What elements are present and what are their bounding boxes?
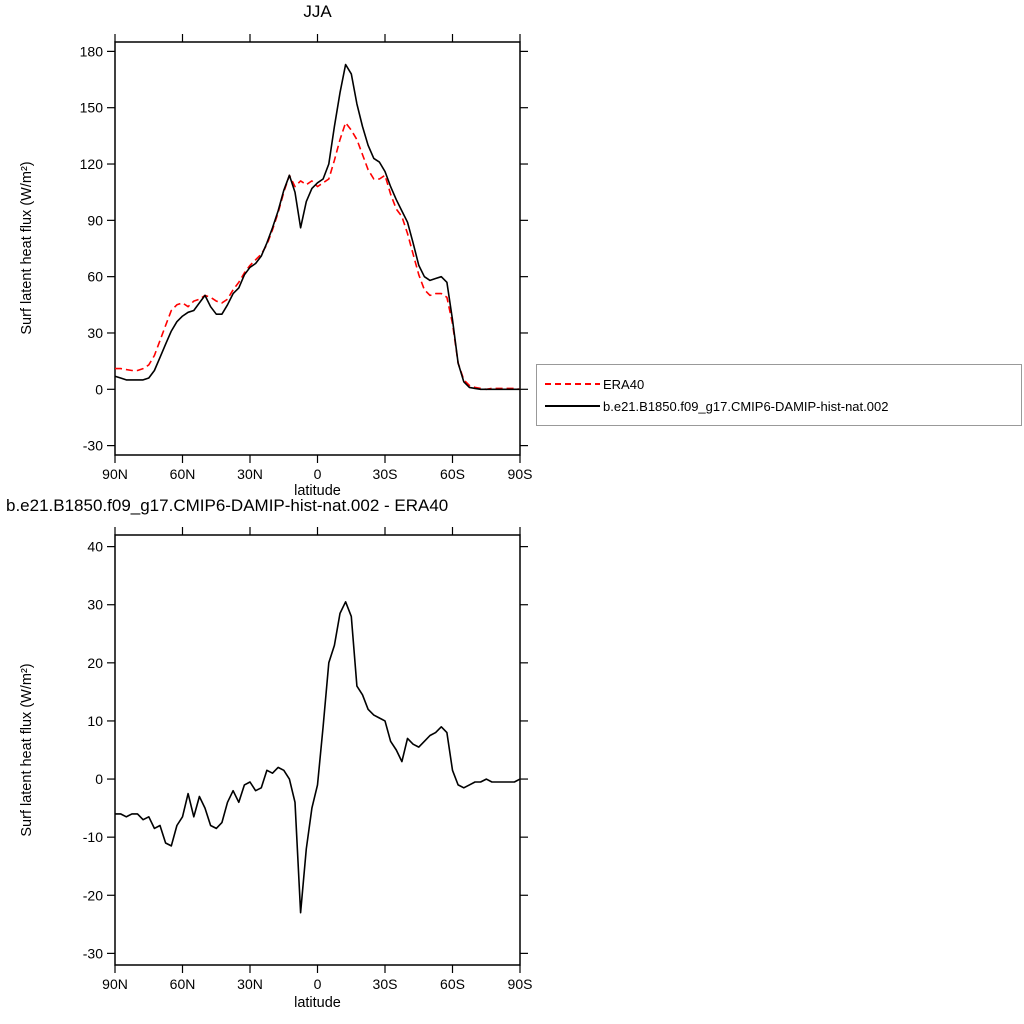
y-tick-label: -30 bbox=[83, 945, 103, 961]
legend-item-model: b.e21.B1850.f09_g17.CMIP6-DAMIP-hist-nat… bbox=[537, 399, 1021, 414]
y-tick-label: 0 bbox=[95, 771, 103, 787]
y-tick-label: 0 bbox=[95, 381, 103, 397]
x-tick-label: 60S bbox=[440, 976, 465, 992]
x-tick-label: 0 bbox=[314, 976, 322, 992]
x-tick-label: 0 bbox=[314, 466, 322, 482]
legend-label-era40: ERA40 bbox=[603, 376, 645, 392]
chart2-y-axis-label: Surf latent heat flux (W/m²) bbox=[19, 663, 35, 837]
y-tick-label: 30 bbox=[87, 325, 103, 341]
x-tick-label: 30S bbox=[373, 466, 398, 482]
chart1-x-axis-label: latitude bbox=[294, 483, 341, 499]
series-line-era40 bbox=[115, 121, 521, 391]
y-tick-label: -10 bbox=[83, 829, 103, 845]
chart1-plot: 90N 60N 30N 0 30S 60S 90S -30 0 30 60 90 120 150 180 bbox=[80, 34, 533, 482]
x-tick-label: 90N bbox=[102, 466, 128, 482]
y-tick-label: -30 bbox=[83, 438, 103, 454]
y-tick-label: 40 bbox=[87, 539, 103, 555]
x-tick-label: 30S bbox=[373, 976, 398, 992]
x-tick-label: 60N bbox=[170, 976, 196, 992]
chart2-x-axis-label: latitude bbox=[294, 995, 341, 1011]
x-tick-label: 60N bbox=[170, 466, 196, 482]
legend-item-era40: ERA40 bbox=[537, 377, 1021, 392]
x-tick-label: 90S bbox=[508, 976, 533, 992]
x-tick-label: 90N bbox=[102, 976, 128, 992]
y-tick-label: 60 bbox=[87, 269, 103, 285]
chart1-title: JJA bbox=[303, 2, 332, 21]
y-tick-label: 120 bbox=[80, 156, 104, 172]
chart2-plot: 90N 60N 30N 0 30S 60S 90S -30 -20 -10 0 10 20 30 40 bbox=[83, 527, 533, 992]
x-tick-label: 90S bbox=[508, 466, 533, 482]
model-solid-line-sample bbox=[545, 405, 600, 407]
y-tick-label: 10 bbox=[87, 713, 103, 729]
x-tick-label: 60S bbox=[440, 466, 465, 482]
chart2-title: b.e21.B1850.f09_g17.CMIP6-DAMIP-hist-nat… bbox=[6, 496, 449, 515]
y-tick-label: 20 bbox=[87, 655, 103, 671]
chart1-y-axis-label: Surf latent heat flux (W/m²) bbox=[19, 161, 35, 335]
x-tick-label: 30N bbox=[237, 976, 263, 992]
era40-dashed-line-sample bbox=[545, 383, 600, 385]
y-tick-label: -20 bbox=[83, 887, 103, 903]
y-tick-label: 90 bbox=[87, 212, 103, 228]
y-tick-label: 150 bbox=[80, 100, 104, 116]
series-line-difference bbox=[115, 601, 521, 914]
legend-label-model: b.e21.B1850.f09_g17.CMIP6-DAMIP-hist-nat… bbox=[603, 398, 889, 414]
y-tick-label: 30 bbox=[87, 597, 103, 613]
series-line-model bbox=[114, 63, 520, 391]
plot-border bbox=[114, 534, 521, 966]
y-tick-label: 180 bbox=[80, 43, 104, 59]
x-tick-label: 30N bbox=[237, 466, 263, 482]
legend-box: ERA40 b.e21.B1850.f09_g17.CMIP6-DAMIP-hi… bbox=[536, 364, 1022, 426]
plot-border bbox=[114, 41, 521, 456]
